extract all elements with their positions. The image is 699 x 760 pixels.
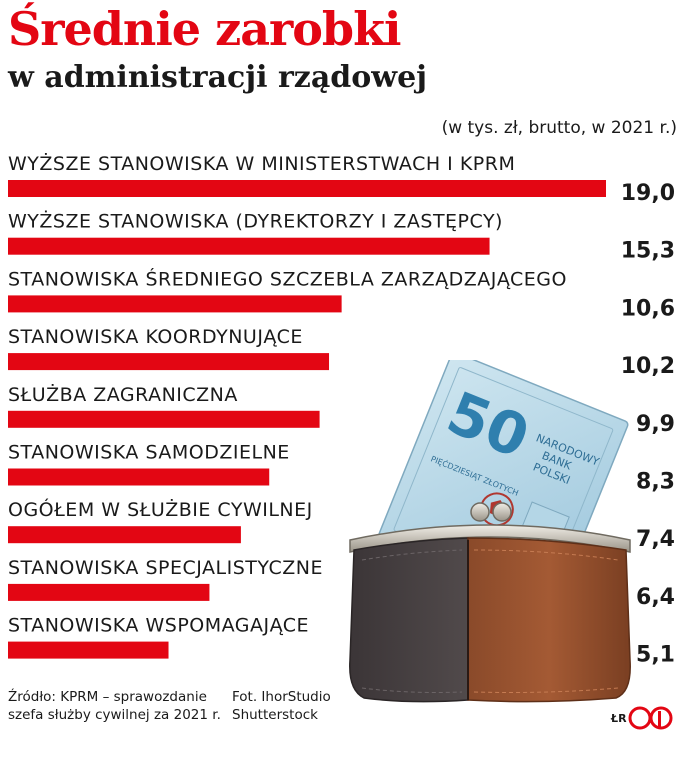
- author-initials: ŁR: [611, 712, 627, 725]
- chart-subtitle: w administracji rządowej: [8, 60, 428, 95]
- photo-credit-line-1: Fot. IhorStudio: [232, 689, 331, 705]
- publisher-logo-icon: [628, 706, 673, 730]
- bar: [8, 468, 270, 486]
- bar: [8, 641, 169, 659]
- source-line-2: szefa służby cywilnej za 2021 r.: [8, 707, 221, 723]
- value-label: 5,1: [636, 643, 675, 668]
- value-label: 8,3: [636, 470, 675, 495]
- category-label: STANOWISKA SPECJALISTYCZNE: [8, 557, 323, 579]
- value-label: 10,6: [621, 296, 675, 321]
- bar: [8, 237, 490, 255]
- value-label: 6,4: [636, 585, 675, 610]
- bar: [8, 526, 241, 544]
- bar: [8, 295, 342, 313]
- bar: [8, 353, 330, 371]
- unit-note: (w tys. zł, brutto, w 2021 r.): [441, 118, 677, 138]
- wallet-banknote-illustration: 50 NARODOWY BANK POLSKI PIĘĆDZIESIĄT ZŁO…: [349, 360, 631, 703]
- chart-title: Średnie zarobki: [8, 2, 401, 56]
- category-label: STANOWISKA SAMODZIELNE: [8, 442, 290, 464]
- bar: [8, 410, 320, 428]
- category-label: OGÓŁEM W SŁUŻBIE CYWILNEJ: [8, 497, 313, 521]
- value-label: 9,9: [636, 412, 675, 437]
- value-label: 10,2: [621, 354, 675, 379]
- source-note: Źródło: KPRM – sprawozdanie szefa służby…: [8, 688, 228, 724]
- photo-credit-line-2: Shutterstock: [232, 707, 318, 723]
- category-label: WYŻSZE STANOWISKA (DYREKTORZY I ZASTĘPCY…: [8, 210, 503, 233]
- category-label: STANOWISKA KOORDYNUJĄCE: [8, 326, 303, 348]
- category-label: STANOWISKA ŚREDNIEGO SZCZEBLA ZARZĄDZAJĄ…: [8, 266, 567, 290]
- source-line-1: Źródło: KPRM – sprawozdanie: [8, 689, 207, 705]
- value-label: 7,4: [636, 527, 675, 552]
- value-label: 15,3: [621, 239, 675, 264]
- category-label: STANOWISKA WSPOMAGAJĄCE: [8, 615, 309, 637]
- category-label: SŁUŻBA ZAGRANICZNA: [8, 383, 238, 406]
- photo-credit: Fot. IhorStudio Shutterstock: [232, 688, 362, 724]
- bar: [8, 583, 210, 601]
- bar: [8, 180, 606, 197]
- category-label: WYŻSZE STANOWISKA W MINISTERSTWACH I KPR…: [8, 152, 515, 175]
- value-label: 19,0: [621, 181, 675, 206]
